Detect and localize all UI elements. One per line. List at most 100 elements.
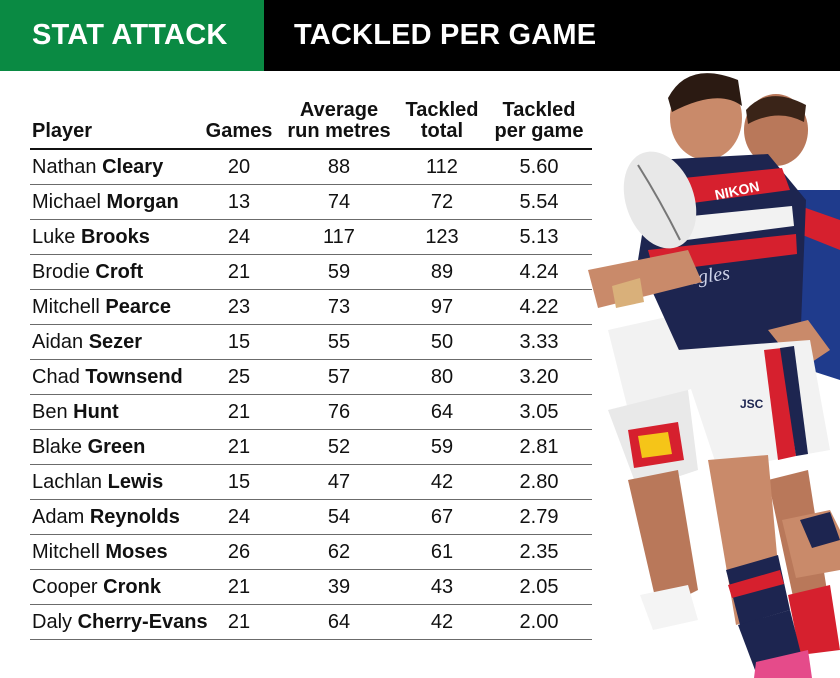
- games-value: 24: [227, 505, 251, 528]
- player-name: Daly Cherry-Evans: [30, 610, 208, 634]
- header-tackled-total: Tackled total: [398, 100, 486, 148]
- tackled-per-game-value: 2.05: [519, 575, 559, 598]
- games-value: 15: [227, 470, 251, 493]
- tackled-per-game-value: 5.60: [519, 155, 559, 178]
- shorts-badge-text: JSC: [740, 397, 764, 411]
- tackled-per-game-value: 3.33: [519, 330, 559, 353]
- table-row: Cooper Cronk 21 39 43 2.05: [30, 570, 592, 605]
- player-last-name: Lewis: [107, 470, 164, 493]
- runner-figure: NIKON eagles JSC: [588, 73, 840, 678]
- run-metres-value: 73: [327, 295, 351, 318]
- player-last-name: Townsend: [85, 365, 183, 388]
- table-row: Brodie Croft 21 59 89 4.24: [30, 255, 592, 290]
- run-metres-value: 39: [327, 575, 351, 598]
- table-row: Mitchell Pearce 23 73 97 4.22: [30, 290, 592, 325]
- player-first-name: Nathan: [32, 155, 97, 178]
- tackled-total-value: 112: [426, 155, 458, 178]
- tackled-total-value: 67: [430, 505, 454, 528]
- table-row: Nathan Cleary 20 88 112 5.60: [30, 150, 592, 185]
- player-last-name: Sezer: [88, 330, 143, 353]
- football: [623, 151, 697, 249]
- tackled-total-value: 97: [430, 295, 454, 318]
- player-first-name: Ben: [32, 400, 68, 423]
- stats-table: Player Games Average run metres Tackled …: [30, 98, 592, 640]
- header-ppg-line1: Tackled: [502, 99, 576, 121]
- player-name: Brodie Croft: [30, 261, 198, 284]
- player-name: Cooper Cronk: [30, 576, 198, 599]
- player-name: Mitchell Moses: [30, 541, 198, 564]
- player-last-name: Cherry-Evans: [77, 610, 208, 633]
- player-first-name: Cooper: [32, 575, 98, 598]
- player-first-name: Blake: [32, 435, 83, 458]
- player-first-name: Daly: [32, 610, 73, 633]
- header-banner: STAT ATTACK TACKLED PER GAME: [0, 0, 840, 71]
- player-name: Michael Morgan: [30, 191, 198, 214]
- player-last-name: Croft: [95, 260, 144, 283]
- header-total-line2: total: [420, 120, 464, 142]
- tackled-per-game-value: 2.00: [519, 610, 559, 633]
- player-first-name: Luke: [32, 225, 76, 248]
- games-value: 24: [227, 225, 251, 248]
- tackled-per-game-value: 2.79: [519, 505, 559, 528]
- table-row: Lachlan Lewis 15 47 42 2.80: [30, 465, 592, 500]
- header-ppg-line2: per game: [494, 120, 584, 142]
- run-metres-value: 59: [327, 260, 351, 283]
- tackled-total-value: 42: [430, 610, 454, 633]
- table-header: Player Games Average run metres Tackled …: [30, 98, 592, 150]
- run-metres-value: 117: [323, 225, 355, 248]
- tackled-total-value: 43: [430, 575, 454, 598]
- player-first-name: Michael: [32, 190, 101, 213]
- tackled-total-value: 42: [430, 470, 454, 493]
- tackled-total-value: 80: [430, 365, 454, 388]
- player-last-name: Pearce: [105, 295, 171, 318]
- player-name: Aidan Sezer: [30, 331, 198, 354]
- tackled-total-value: 59: [430, 435, 454, 458]
- player-last-name: Brooks: [80, 225, 150, 248]
- tackled-total-value: 89: [430, 260, 454, 283]
- games-value: 21: [227, 260, 251, 283]
- tackled-per-game-value: 5.54: [519, 190, 559, 213]
- header-games: Games: [205, 120, 273, 142]
- player-last-name: Hunt: [73, 400, 119, 423]
- tackled-per-game-value: 4.24: [519, 260, 559, 283]
- header-run-line2: run metres: [287, 120, 391, 142]
- run-metres-value: 76: [327, 400, 351, 423]
- banner-section-label: STAT ATTACK: [0, 0, 264, 71]
- player-name: Lachlan Lewis: [30, 471, 198, 494]
- table-row: Blake Green 21 52 59 2.81: [30, 430, 592, 465]
- run-metres-value: 64: [327, 610, 351, 633]
- run-metres-value: 88: [327, 155, 351, 178]
- run-metres-value: 62: [327, 540, 351, 563]
- player-name: Nathan Cleary: [30, 156, 198, 179]
- header-run-line1: Average: [299, 99, 379, 121]
- games-value: 13: [227, 190, 251, 213]
- player-name: Ben Hunt: [30, 401, 198, 424]
- tackled-total-value: 72: [430, 190, 454, 213]
- player-name: Chad Townsend: [30, 366, 198, 389]
- games-value: 23: [227, 295, 251, 318]
- tackled-total-value: 64: [430, 400, 454, 423]
- run-metres-value: 54: [327, 505, 351, 528]
- table-body: Nathan Cleary 20 88 112 5.60 Michael Morgan 13…: [30, 150, 592, 640]
- header-total-line1: Tackled: [405, 99, 479, 121]
- tackled-total-value: 50: [430, 330, 454, 353]
- table-row: Ben Hunt 21 76 64 3.05: [30, 395, 592, 430]
- player-first-name: Brodie: [32, 260, 90, 283]
- tackled-per-game-value: 3.05: [519, 400, 559, 423]
- tackled-per-game-value: 5.13: [519, 225, 559, 248]
- games-value: 21: [227, 400, 251, 423]
- player-name: Adam Reynolds: [30, 506, 198, 529]
- header-run-metres: Average run metres: [280, 100, 398, 148]
- run-metres-value: 74: [327, 190, 351, 213]
- header-player: Player: [32, 120, 93, 142]
- run-metres-value: 52: [327, 435, 351, 458]
- player-photo: NIKON eagles JSC: [588, 73, 840, 678]
- player-name: Luke Brooks: [30, 226, 198, 249]
- header-tackled-per-game: Tackled per game: [486, 100, 592, 148]
- player-name: Blake Green: [30, 436, 198, 459]
- table-row: Michael Morgan 13 74 72 5.54: [30, 185, 592, 220]
- run-metres-value: 57: [327, 365, 351, 388]
- tackled-total-value: 61: [430, 540, 454, 563]
- player-first-name: Lachlan: [32, 470, 103, 493]
- games-value: 21: [227, 610, 251, 633]
